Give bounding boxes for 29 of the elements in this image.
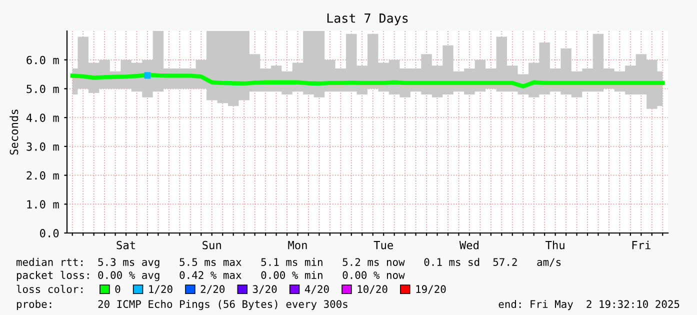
y-tick-label: 5.0 m <box>26 84 59 94</box>
text: median rtt: 5.3 ms avg 5.5 ms max 5.1 ms min 5.2 ms now 0.1 ms sd 57.2 am/s <box>16 258 561 268</box>
x-tick-label: Fri <box>632 240 650 250</box>
y-tick-label: 1.0 m <box>27 200 59 209</box>
text: end: Fri May 2 19:32:10 2025 <box>498 300 680 310</box>
x-tick-label: Thu <box>546 240 564 250</box>
legend-label: 3/20 <box>252 285 277 294</box>
legend-label: 1/20 <box>149 285 172 294</box>
y-tick-label: 0.0 <box>40 229 59 238</box>
legend-label: 2/20 <box>200 285 225 294</box>
y-tick-label: 6.0 m <box>26 56 59 64</box>
legend-label: 19/20 <box>416 285 446 294</box>
x-tick-label: Wed <box>459 240 478 250</box>
chart-title: Last 7 Days <box>327 14 408 26</box>
y-tick-label: 3.0 m <box>26 142 59 151</box>
line-series <box>70 72 665 88</box>
text: probe: 20 ICMP Echo Pings (56 Bytes) every 300s <box>16 300 348 310</box>
y-axis-title: Seconds <box>10 110 18 155</box>
legend-label: 10/20 <box>358 285 388 294</box>
legend-title: loss color: <box>16 284 82 294</box>
x-tick-label: Tue <box>374 241 393 250</box>
x-tick-label: Mon <box>288 241 307 250</box>
x-tick-label: Sat <box>116 240 135 250</box>
legend-label: 4/20 <box>304 285 329 294</box>
legend-label: 0 <box>115 285 120 294</box>
y-tick-label: 2.0 m <box>26 171 59 180</box>
x-tick-label: Sun <box>202 240 221 250</box>
y-tick-label: 4.0 m <box>26 114 59 122</box>
text: packet loss: 0.00 % avg 0.42 % max 0.00 % min 0.00 % now <box>16 270 405 282</box>
